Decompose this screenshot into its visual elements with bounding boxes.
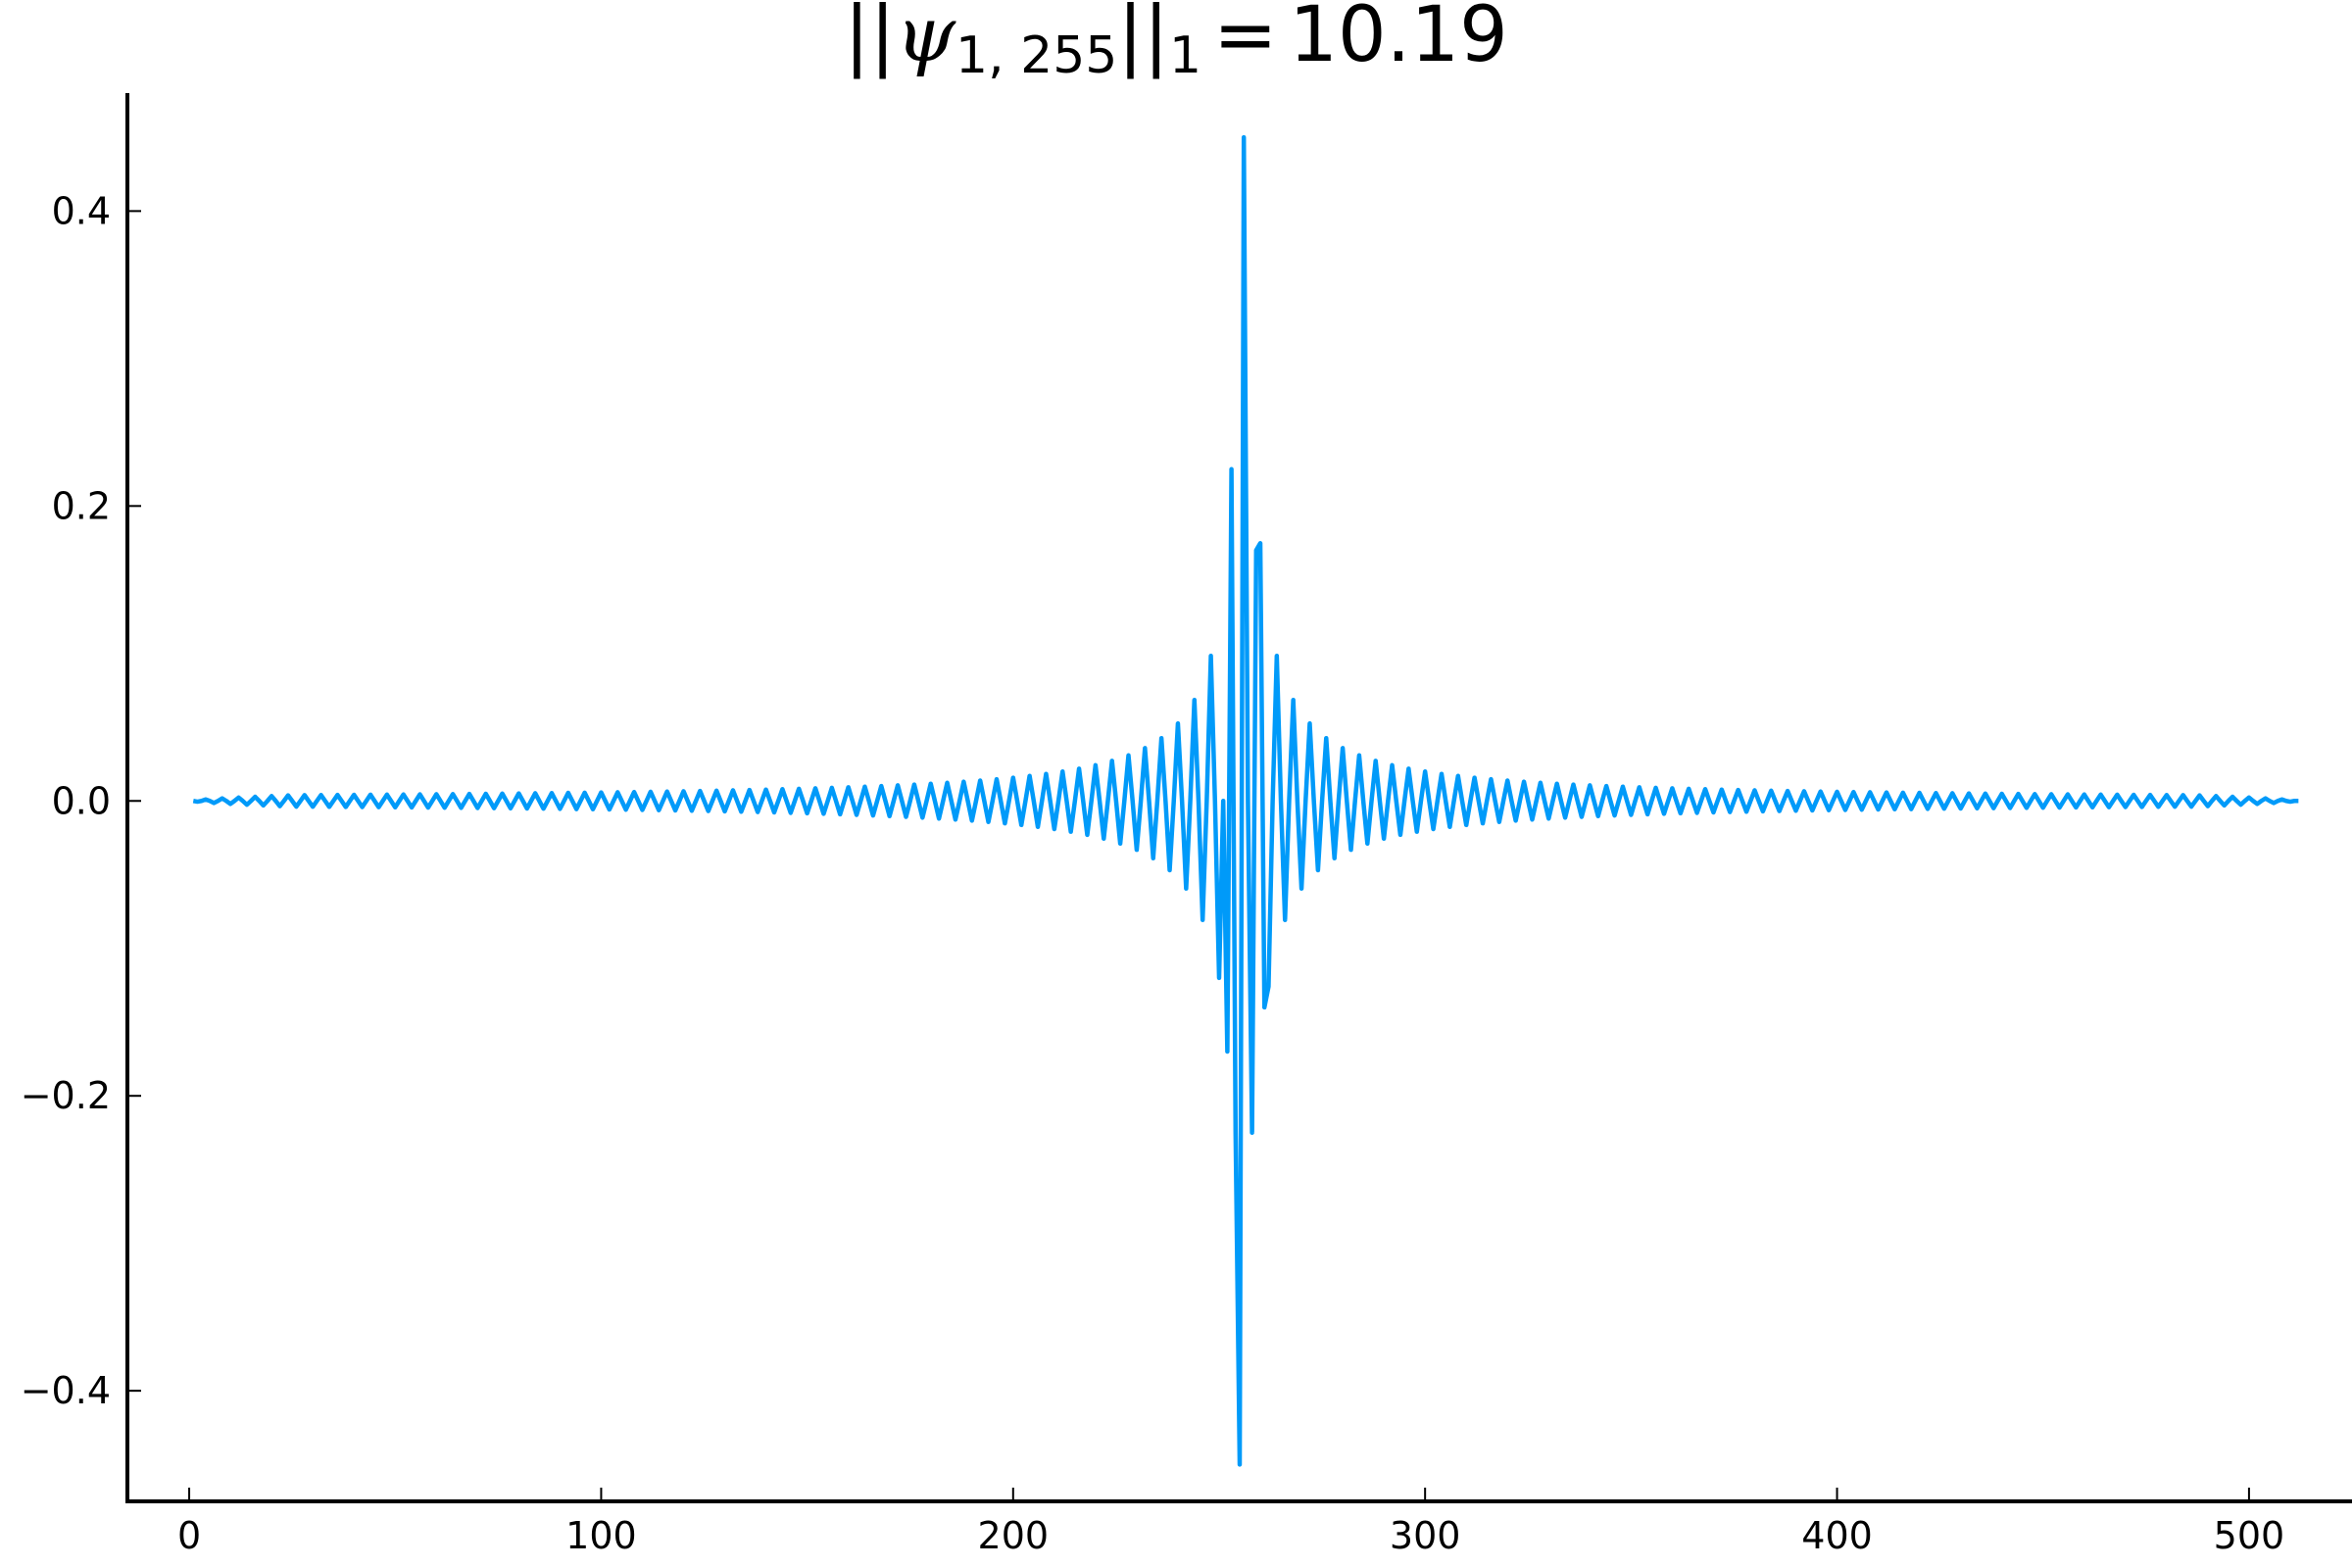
title-symbol: ψ (896, 0, 956, 79)
y-tick-label: −0.2 (21, 1074, 111, 1117)
title-prefix: || (844, 0, 896, 79)
y-tick-label: 0.0 (52, 779, 111, 822)
chart-title: ||ψ1, 255||1 = 10.19 (844, 0, 1507, 85)
series-line (192, 134, 2299, 1467)
x-tick-label: 300 (1390, 1514, 1461, 1557)
x-tick-label: 200 (978, 1514, 1050, 1557)
y-tick-label: 0.2 (52, 484, 111, 527)
x-tick-label: 100 (565, 1514, 637, 1557)
y-tick-label: −0.4 (21, 1369, 111, 1412)
x-tick-label: 500 (2214, 1514, 2285, 1557)
x-tick-label: 400 (1801, 1514, 1873, 1557)
title-equals: = (1213, 0, 1277, 79)
title-subscript: 1, 255 (956, 26, 1117, 85)
x-tick-label: 0 (177, 1514, 201, 1557)
y-axis-ticks: 0.4 0.2 0.0 −0.2 −0.4 (21, 189, 141, 1412)
title-value: 10.19 (1289, 0, 1507, 79)
title-suffix: || (1117, 0, 1169, 79)
x-axis-ticks: 0 100 200 300 400 500 (177, 1488, 2284, 1557)
title-norm-subscript: 1 (1169, 26, 1201, 85)
y-tick-label: 0.4 (52, 189, 111, 232)
series-layer (192, 134, 2299, 1467)
